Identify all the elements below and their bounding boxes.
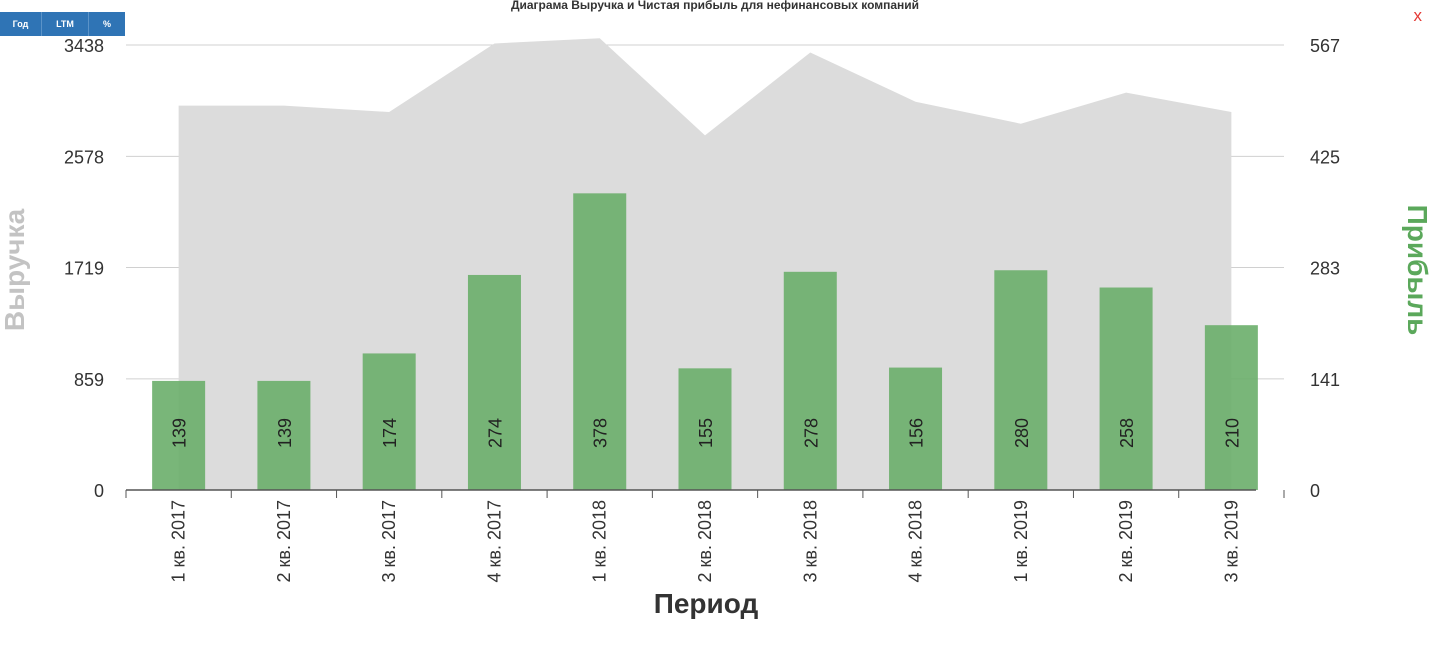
x-tick-label: 3 кв. 2019 [1221, 500, 1241, 583]
y-right-tick-label: 567 [1310, 36, 1340, 56]
profit-bar [783, 271, 837, 490]
y-right-tick-label: 283 [1310, 259, 1340, 279]
x-tick-label: 1 кв. 2018 [590, 500, 610, 583]
y-axis-right-title: Прибыль [1402, 205, 1430, 336]
x-tick-label: 2 кв. 2017 [274, 500, 294, 583]
profit-data-label: 378 [591, 418, 611, 448]
ltm-toggle-button[interactable]: LTM [42, 12, 89, 36]
y-left-tick-label: 1719 [64, 259, 104, 279]
chart-title: Диаграма Выручка и Чистая прибыль для не… [510, 0, 920, 12]
x-tick-label: 4 кв. 2017 [484, 500, 504, 583]
profit-bar [257, 380, 311, 490]
profit-data-label: 210 [1222, 418, 1242, 448]
year-toggle-button[interactable]: Год [0, 12, 42, 36]
x-tick-label: 3 кв. 2017 [379, 500, 399, 583]
profit-bar [573, 193, 627, 491]
profit-bars: 139 139 174 274 378 155 278 156 280 258 210 [152, 193, 1258, 491]
close-icon[interactable]: x [1413, 6, 1423, 25]
profit-data-label: 155 [696, 418, 716, 448]
percent-toggle-button[interactable]: % [89, 12, 125, 36]
profit-bar [362, 353, 416, 490]
y-right-tick-label: 141 [1310, 370, 1340, 390]
profit-bar [889, 367, 943, 490]
y-axis-left-title: Выручка [0, 208, 30, 331]
y-left-tick-label: 859 [74, 370, 104, 390]
profit-data-label: 274 [485, 418, 505, 448]
y-right-tick-label: 0 [1310, 481, 1320, 501]
profit-bar [152, 380, 206, 490]
profit-data-label: 139 [275, 418, 295, 448]
profit-data-label: 139 [170, 418, 190, 448]
profit-bar [994, 270, 1048, 490]
axes: 0 859 1719 2578 3438 0 141 283 425 567 1 кв. 2017 2… [64, 36, 1340, 583]
profit-bar [1099, 287, 1153, 490]
x-axis-title: Период [654, 588, 759, 619]
x-tick-label: 4 кв. 2018 [906, 500, 926, 583]
revenue-area [178, 38, 1232, 490]
profit-data-label: 174 [380, 418, 400, 448]
period-toggle-group: Год LTM % [0, 12, 125, 36]
profit-data-label: 156 [907, 418, 927, 448]
x-tick-label: 2 кв. 2019 [1116, 500, 1136, 583]
profit-data-label: 280 [1012, 418, 1032, 448]
profit-bar [1204, 325, 1258, 490]
y-right-tick-label: 425 [1310, 147, 1340, 167]
x-tick-label: 2 кв. 2018 [695, 500, 715, 583]
y-left-tick-label: 0 [94, 481, 104, 501]
profit-bar [467, 274, 521, 490]
x-tick-label: 1 кв. 2019 [1011, 500, 1031, 583]
x-tick-label: 1 кв. 2017 [169, 500, 189, 583]
profit-data-label: 258 [1117, 418, 1137, 448]
profit-bar [678, 368, 732, 490]
profit-data-label: 278 [801, 418, 821, 448]
x-tick-label: 3 кв. 2018 [800, 500, 820, 583]
y-left-tick-label: 2578 [64, 147, 104, 167]
y-left-tick-label: 3438 [64, 36, 104, 56]
